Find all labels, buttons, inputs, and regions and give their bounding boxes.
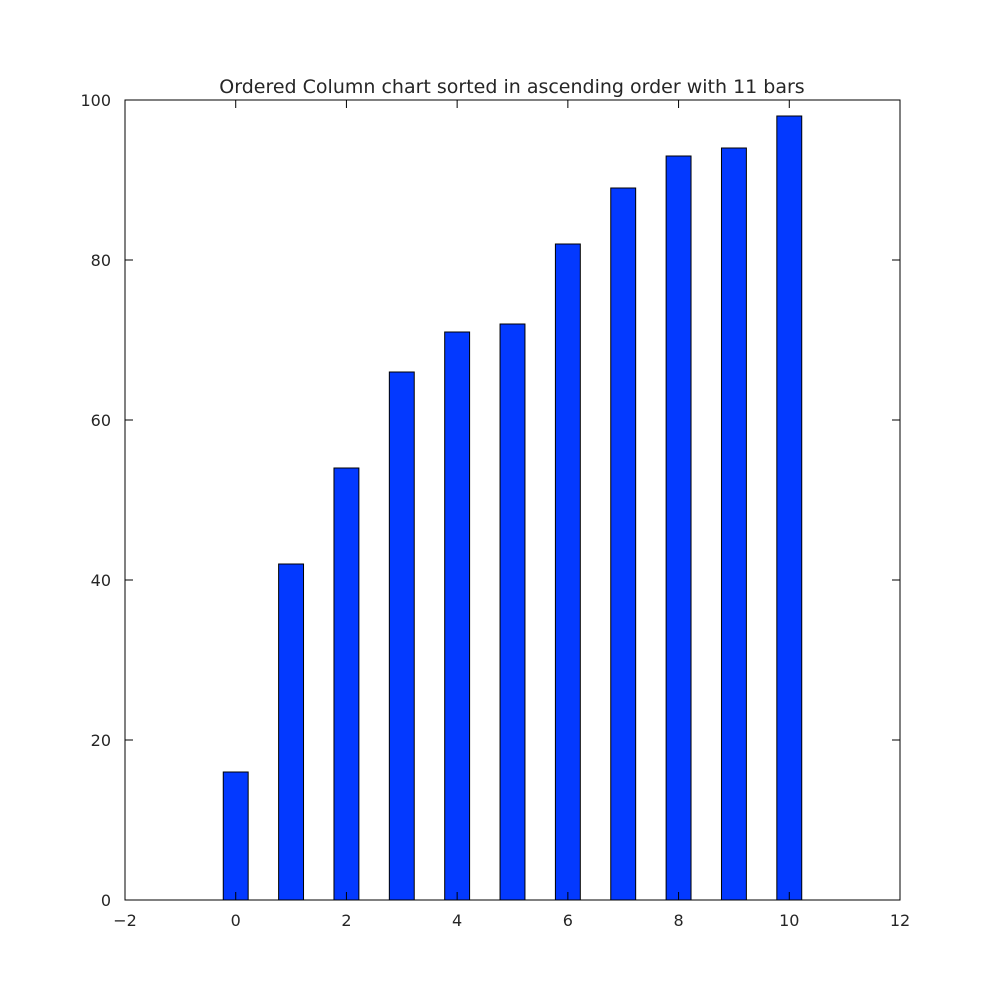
bar-4	[444, 331, 471, 901]
bar-2	[333, 467, 360, 901]
y-tick-label: 60	[91, 411, 111, 430]
x-tick-label: 4	[452, 911, 462, 930]
x-tick-label: 2	[341, 911, 351, 930]
y-tick-label: 100	[80, 91, 111, 110]
bar-0	[222, 771, 249, 901]
bar-9	[720, 147, 747, 901]
bar-5	[499, 323, 526, 901]
x-tick-label: 0	[231, 911, 241, 930]
chart-title: Ordered Column chart sorted in ascending…	[219, 76, 804, 98]
bars-layer	[222, 115, 803, 901]
bar-3	[388, 371, 415, 901]
y-tick-label: 80	[91, 251, 111, 270]
y-tick-label: 0	[101, 891, 111, 910]
x-tick-label: 10	[779, 911, 799, 930]
y-tick-label: 40	[91, 571, 111, 590]
y-tick-label: 20	[91, 731, 111, 750]
plot-frame	[124, 99, 901, 901]
bar-7	[610, 187, 637, 901]
bar-8	[665, 155, 692, 901]
bar-1	[278, 563, 305, 901]
bar-6	[554, 243, 581, 901]
x-tick-label: 8	[673, 911, 683, 930]
x-tick-label: 6	[563, 911, 573, 930]
bar-10	[776, 115, 803, 901]
x-tick-label: 12	[890, 911, 910, 930]
x-tick-label: −2	[113, 911, 137, 930]
